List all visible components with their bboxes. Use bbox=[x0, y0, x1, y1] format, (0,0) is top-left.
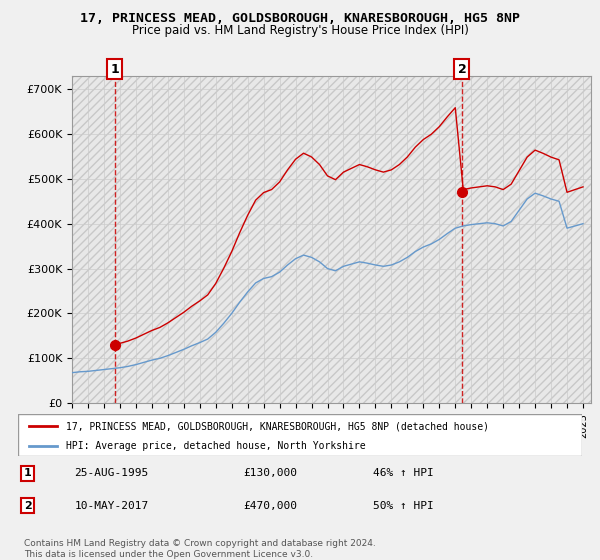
Text: Price paid vs. HM Land Registry's House Price Index (HPI): Price paid vs. HM Land Registry's House … bbox=[131, 24, 469, 37]
Text: 46% ↑ HPI: 46% ↑ HPI bbox=[373, 468, 434, 478]
Text: £470,000: £470,000 bbox=[244, 501, 298, 511]
Text: HPI: Average price, detached house, North Yorkshire: HPI: Average price, detached house, Nort… bbox=[66, 441, 365, 451]
Bar bbox=[72, 76, 591, 403]
Text: 25-AUG-1995: 25-AUG-1995 bbox=[74, 468, 149, 478]
Text: £130,000: £130,000 bbox=[244, 468, 298, 478]
Text: 2: 2 bbox=[23, 501, 31, 511]
FancyBboxPatch shape bbox=[18, 414, 582, 456]
Text: Contains HM Land Registry data © Crown copyright and database right 2024.
This d: Contains HM Land Registry data © Crown c… bbox=[24, 539, 376, 559]
Text: 1: 1 bbox=[23, 468, 31, 478]
Text: 1: 1 bbox=[110, 63, 119, 76]
Text: 2: 2 bbox=[458, 63, 466, 76]
Text: 50% ↑ HPI: 50% ↑ HPI bbox=[373, 501, 434, 511]
Text: 17, PRINCESS MEAD, GOLDSBOROUGH, KNARESBOROUGH, HG5 8NP (detached house): 17, PRINCESS MEAD, GOLDSBOROUGH, KNARESB… bbox=[66, 421, 489, 431]
Text: 10-MAY-2017: 10-MAY-2017 bbox=[74, 501, 149, 511]
Text: 17, PRINCESS MEAD, GOLDSBOROUGH, KNARESBOROUGH, HG5 8NP: 17, PRINCESS MEAD, GOLDSBOROUGH, KNARESB… bbox=[80, 12, 520, 25]
